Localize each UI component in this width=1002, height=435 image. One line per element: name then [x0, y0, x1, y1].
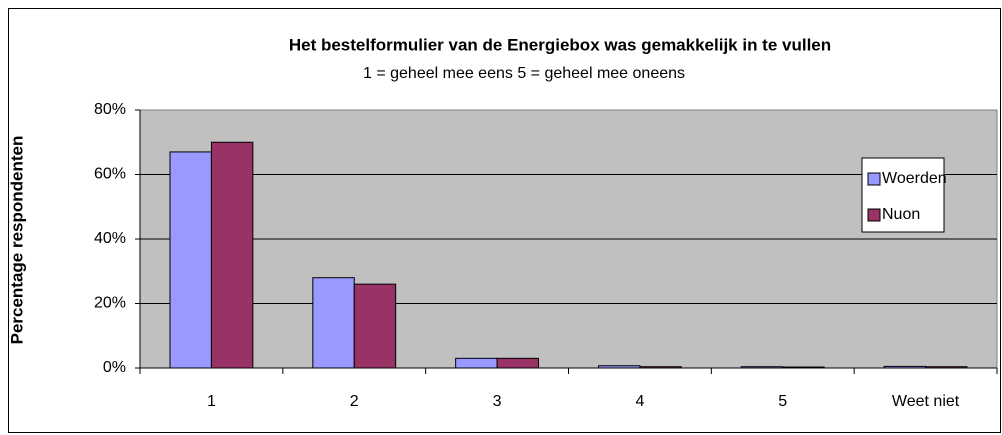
bar: [353, 283, 397, 369]
x-tick-label: 5: [778, 393, 787, 410]
chart-title: Het bestelformulier van de Energiebox wa…: [289, 35, 831, 54]
y-tick-label: 40%: [94, 230, 126, 247]
bar: [496, 357, 540, 369]
legend-label: Nuon: [882, 206, 920, 223]
x-tick-label: 1: [207, 393, 216, 410]
bar: [169, 151, 212, 369]
x-tick-label: Weet niet: [892, 393, 960, 410]
legend-swatch: [867, 208, 881, 222]
bar: [210, 141, 254, 369]
bar: [312, 277, 355, 369]
y-tick-label: 60%: [94, 166, 126, 183]
y-tick-label: 20%: [94, 295, 126, 312]
x-tick-label: 3: [493, 393, 502, 410]
x-tick-label: 4: [635, 393, 644, 410]
y-tick-label: 0%: [103, 359, 126, 376]
bar: [455, 357, 498, 369]
y-tick-label: 80%: [94, 101, 126, 118]
legend-swatch: [867, 172, 881, 186]
legend-label: Woerden: [882, 170, 947, 187]
y-axis-label: Percentage respondenten: [7, 136, 26, 345]
x-tick-label: 2: [350, 393, 359, 410]
chart-subtitle: 1 = geheel mee eens 5 = geheel mee oneen…: [363, 65, 685, 82]
